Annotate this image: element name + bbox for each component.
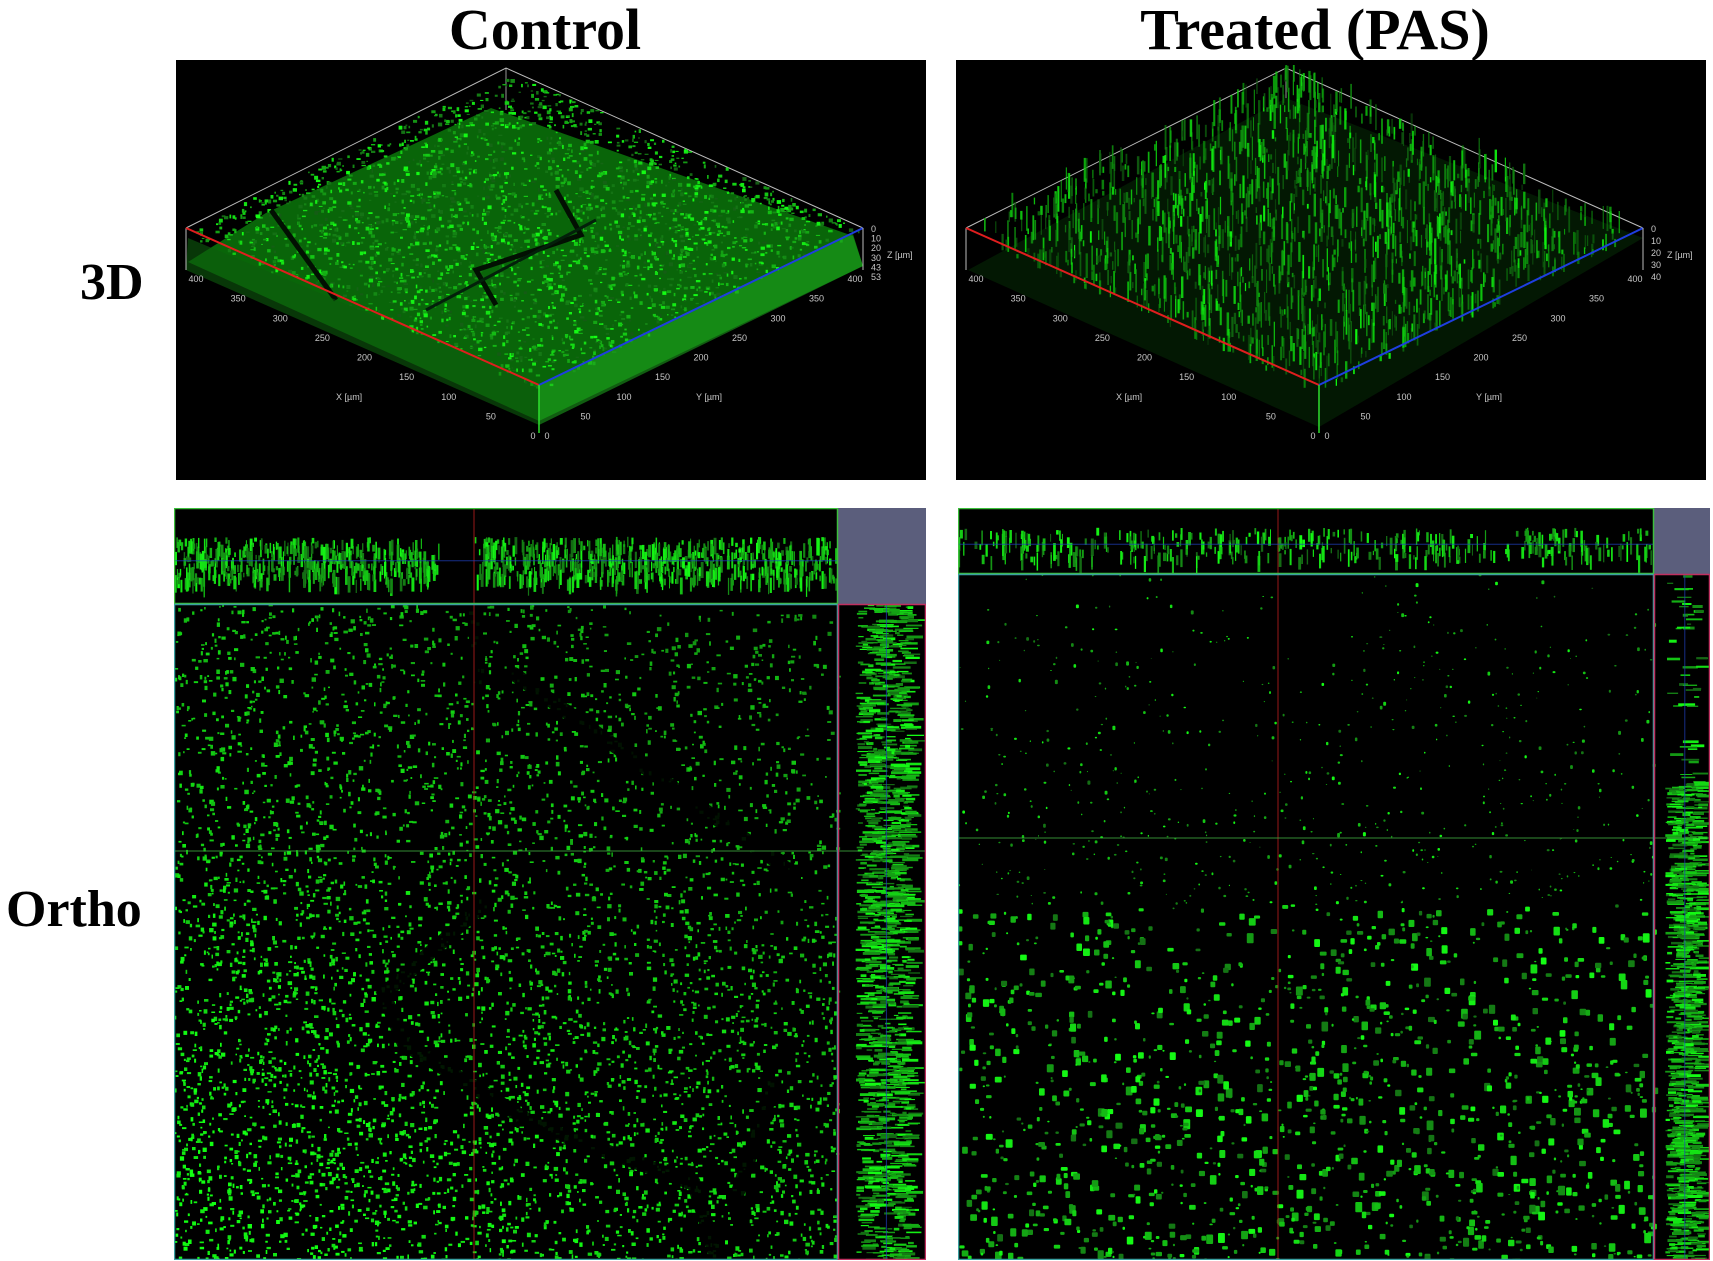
xy-speckle [958,574,1659,1260]
z-axis-label: Z [µm] [887,250,913,260]
x-tick-label: 300 [1053,313,1068,323]
crack-line [425,218,597,312]
z-tick-label: 43 [871,262,881,272]
z-tick-label: 10 [1651,236,1661,246]
corner-patch [1654,508,1710,574]
row-label-3d: 3D [80,254,144,311]
z-tick-label: 0 [1651,224,1656,234]
panel-3d-treated: 0 50 100 150 200 250 300 350 400 X [µm] 0 50 100 150 2… [956,60,1706,480]
biofilm-surface [186,78,863,425]
x-tick-label: 300 [273,313,288,323]
y-tick-label: 300 [770,313,785,323]
z-tick-label: 40 [1651,272,1661,282]
z-axis-label: Z [µm] [1667,250,1693,260]
yz-frame [1653,573,1710,1260]
y-tick-label: 150 [1435,372,1450,382]
y-axis-line [1318,227,1644,386]
x-axis-label: X [µm] [1116,392,1142,402]
x-tick-label: 0 [1310,431,1315,441]
y-tick-label: 300 [1550,313,1565,323]
x-tick-label: 150 [1179,372,1194,382]
x-tick-label: 50 [486,411,496,421]
z-tick-label: 10 [871,234,881,244]
x-tick-label: 150 [399,372,414,382]
x-tick-label: 0 [530,431,535,441]
y-tick-label: 350 [809,294,824,304]
y-tick-label: 150 [655,372,670,382]
render-ortho-control [174,508,926,1260]
y-tick-label: 350 [1589,294,1604,304]
panel-ortho-treated [958,508,1710,1260]
y-tick-label: 50 [580,411,590,421]
y-tick-label: 200 [1473,353,1488,363]
x-tick-label: 250 [1095,333,1110,343]
xz-speckle [958,527,1653,575]
column-title-treated: Treated (PAS) [1140,0,1490,62]
y-tick-label: 0 [1324,431,1329,441]
y-tick-label: 250 [1512,333,1527,343]
x-axis-label: X [µm] [336,392,362,402]
z-tick-label: 0 [871,224,876,234]
biofilm-left-face [186,238,539,425]
yz-speckle [855,604,926,1260]
z-tick-label: 30 [871,253,881,263]
x-tick-label: 50 [1266,411,1276,421]
panel-3d-control: 0 50 100 150 200 250 300 350 400 X [µm] 0 50 100 150 2… [176,60,926,480]
y-tick-label: 0 [544,431,549,441]
panel-ortho-control [174,508,926,1260]
y-axis-label: Y [µm] [696,392,722,402]
xy-frame [174,603,839,1260]
yz-frame [837,603,926,1260]
xz-frame [958,508,1655,575]
y-axis-line [538,227,864,386]
xz-frame [174,508,839,605]
xz-speckle [174,536,838,598]
x-tick-label: 250 [315,333,330,343]
x-tick-label: 400 [188,274,203,284]
x-tick-label: 350 [1011,294,1026,304]
z-tick-label: 20 [1651,248,1661,258]
row-label-ortho: Ortho [6,881,142,938]
z-tick-label: 20 [871,243,881,253]
y-tick-label: 100 [1396,392,1411,402]
y-tick-label: 50 [1360,411,1370,421]
biofilm-surface [968,65,1643,427]
x-axis-line [965,227,1320,386]
y-tick-label: 250 [732,333,747,343]
y-tick-label: 400 [847,274,862,284]
x-tick-label: 100 [1221,392,1236,402]
yz-speckle [1665,575,1710,1260]
z-tick-label: 53 [871,272,881,282]
y-tick-label: 400 [1627,274,1642,284]
crack-channel [375,602,801,1260]
x-tick-label: 350 [231,294,246,304]
xy-frame [958,573,1655,1260]
x-tick-label: 200 [357,353,372,363]
x-tick-label: 200 [1137,353,1152,363]
z-tick-label: 30 [1651,260,1661,270]
column-title-control: Control [448,0,642,62]
y-tick-label: 100 [616,392,631,402]
y-tick-label: 200 [693,353,708,363]
corner-patch [838,508,926,604]
x-tick-label: 400 [968,274,983,284]
y-axis-label: Y [µm] [1476,392,1502,402]
crack-line [268,208,339,302]
xy-speckle [174,602,841,1260]
x-axis-line [185,227,540,386]
x-tick-label: 100 [441,392,456,402]
crack-line [472,188,585,307]
biofilm-front-face [539,234,863,425]
render-ortho-treated [958,508,1710,1260]
